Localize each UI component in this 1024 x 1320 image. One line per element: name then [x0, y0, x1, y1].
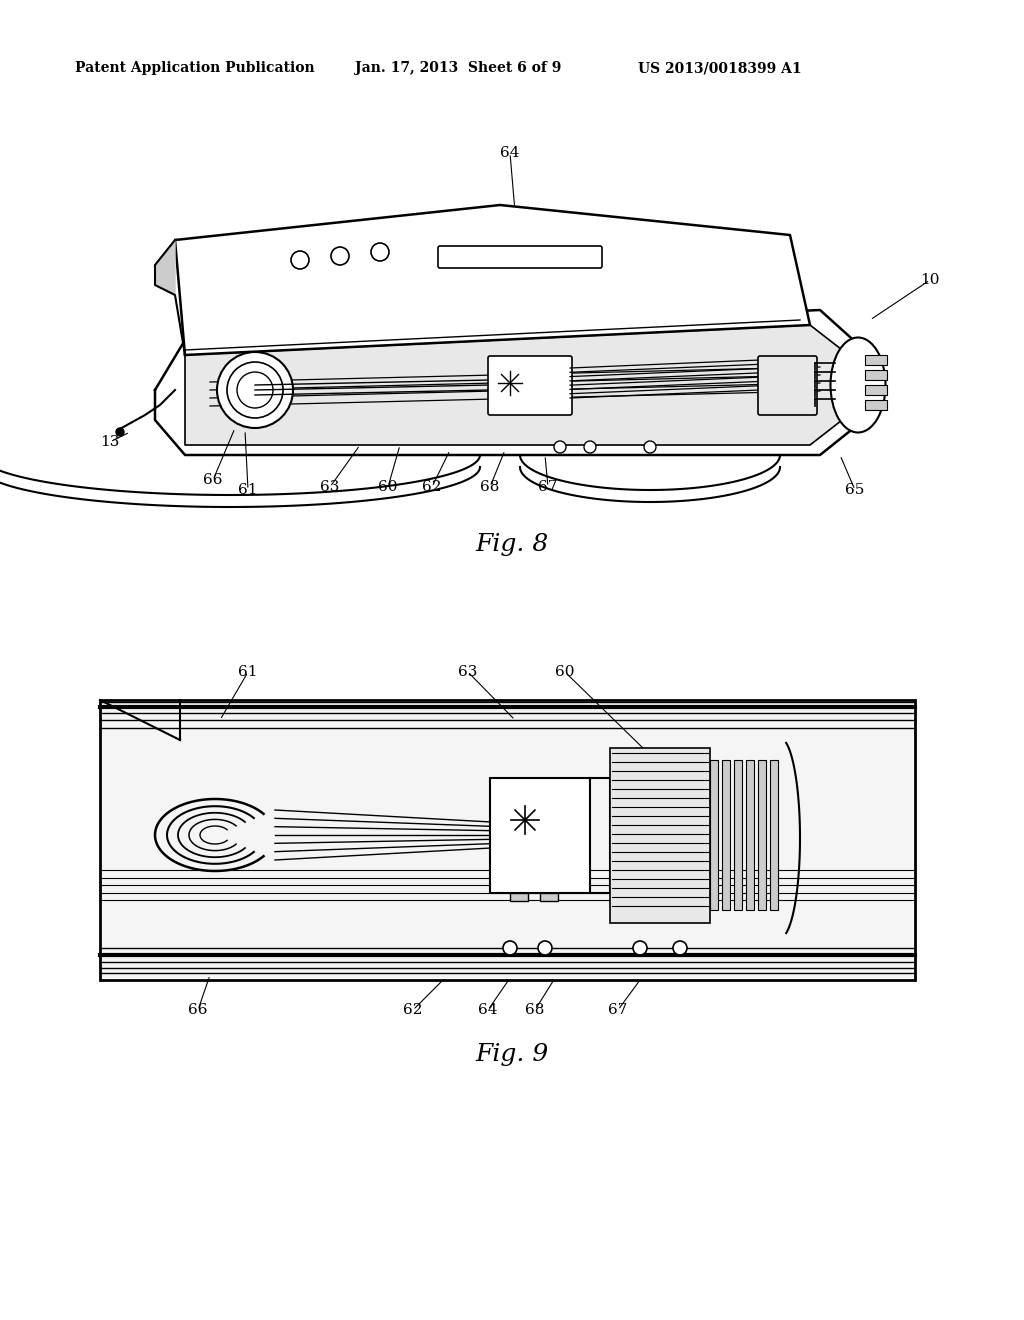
Text: 68: 68 [480, 480, 500, 494]
Text: 64: 64 [501, 147, 520, 160]
Circle shape [644, 441, 656, 453]
FancyBboxPatch shape [488, 356, 572, 414]
Text: 60: 60 [555, 665, 574, 678]
Text: 66: 66 [188, 1003, 208, 1016]
Text: Fig. 9: Fig. 9 [475, 1044, 549, 1067]
FancyBboxPatch shape [438, 246, 602, 268]
Circle shape [503, 941, 517, 954]
Circle shape [291, 251, 309, 269]
Circle shape [237, 372, 273, 408]
Text: 66: 66 [203, 473, 223, 487]
Circle shape [227, 362, 283, 418]
Polygon shape [155, 310, 870, 455]
Bar [710, 760, 718, 909]
Bar [510, 894, 528, 902]
Text: 63: 63 [459, 665, 477, 678]
Ellipse shape [830, 338, 886, 433]
Bar [865, 385, 887, 395]
Bar [100, 700, 915, 979]
Bar [490, 777, 590, 894]
Text: 63: 63 [321, 480, 340, 494]
Circle shape [633, 941, 647, 954]
Bar [540, 894, 558, 902]
Circle shape [538, 941, 552, 954]
Bar [734, 760, 742, 909]
Text: US 2013/0018399 A1: US 2013/0018399 A1 [638, 61, 802, 75]
Bar [722, 760, 730, 909]
Text: Patent Application Publication: Patent Application Publication [75, 61, 314, 75]
Bar [102, 702, 913, 978]
Text: 62: 62 [422, 480, 441, 494]
Circle shape [554, 441, 566, 453]
Bar [865, 370, 887, 380]
Text: 67: 67 [608, 1003, 628, 1016]
Bar [865, 355, 887, 366]
Polygon shape [185, 325, 855, 445]
Text: 65: 65 [846, 483, 864, 498]
Text: 67: 67 [539, 480, 558, 494]
Circle shape [371, 243, 389, 261]
Circle shape [217, 352, 293, 428]
Bar [865, 400, 887, 411]
Circle shape [116, 428, 124, 436]
Bar [770, 760, 778, 909]
Text: 68: 68 [525, 1003, 545, 1016]
Circle shape [584, 441, 596, 453]
Text: Fig. 8: Fig. 8 [475, 533, 549, 557]
Text: Jan. 17, 2013  Sheet 6 of 9: Jan. 17, 2013 Sheet 6 of 9 [355, 61, 561, 75]
Text: 13: 13 [100, 436, 120, 449]
Text: 60: 60 [378, 480, 397, 494]
Bar [610, 748, 710, 923]
Text: 61: 61 [239, 665, 258, 678]
Text: 10: 10 [921, 273, 940, 286]
Polygon shape [155, 240, 175, 294]
Polygon shape [175, 205, 810, 355]
Text: 64: 64 [478, 1003, 498, 1016]
Bar [746, 760, 754, 909]
FancyBboxPatch shape [758, 356, 817, 414]
Bar [758, 760, 766, 909]
Circle shape [331, 247, 349, 265]
Circle shape [673, 941, 687, 954]
Text: 61: 61 [239, 483, 258, 498]
Text: 62: 62 [403, 1003, 423, 1016]
